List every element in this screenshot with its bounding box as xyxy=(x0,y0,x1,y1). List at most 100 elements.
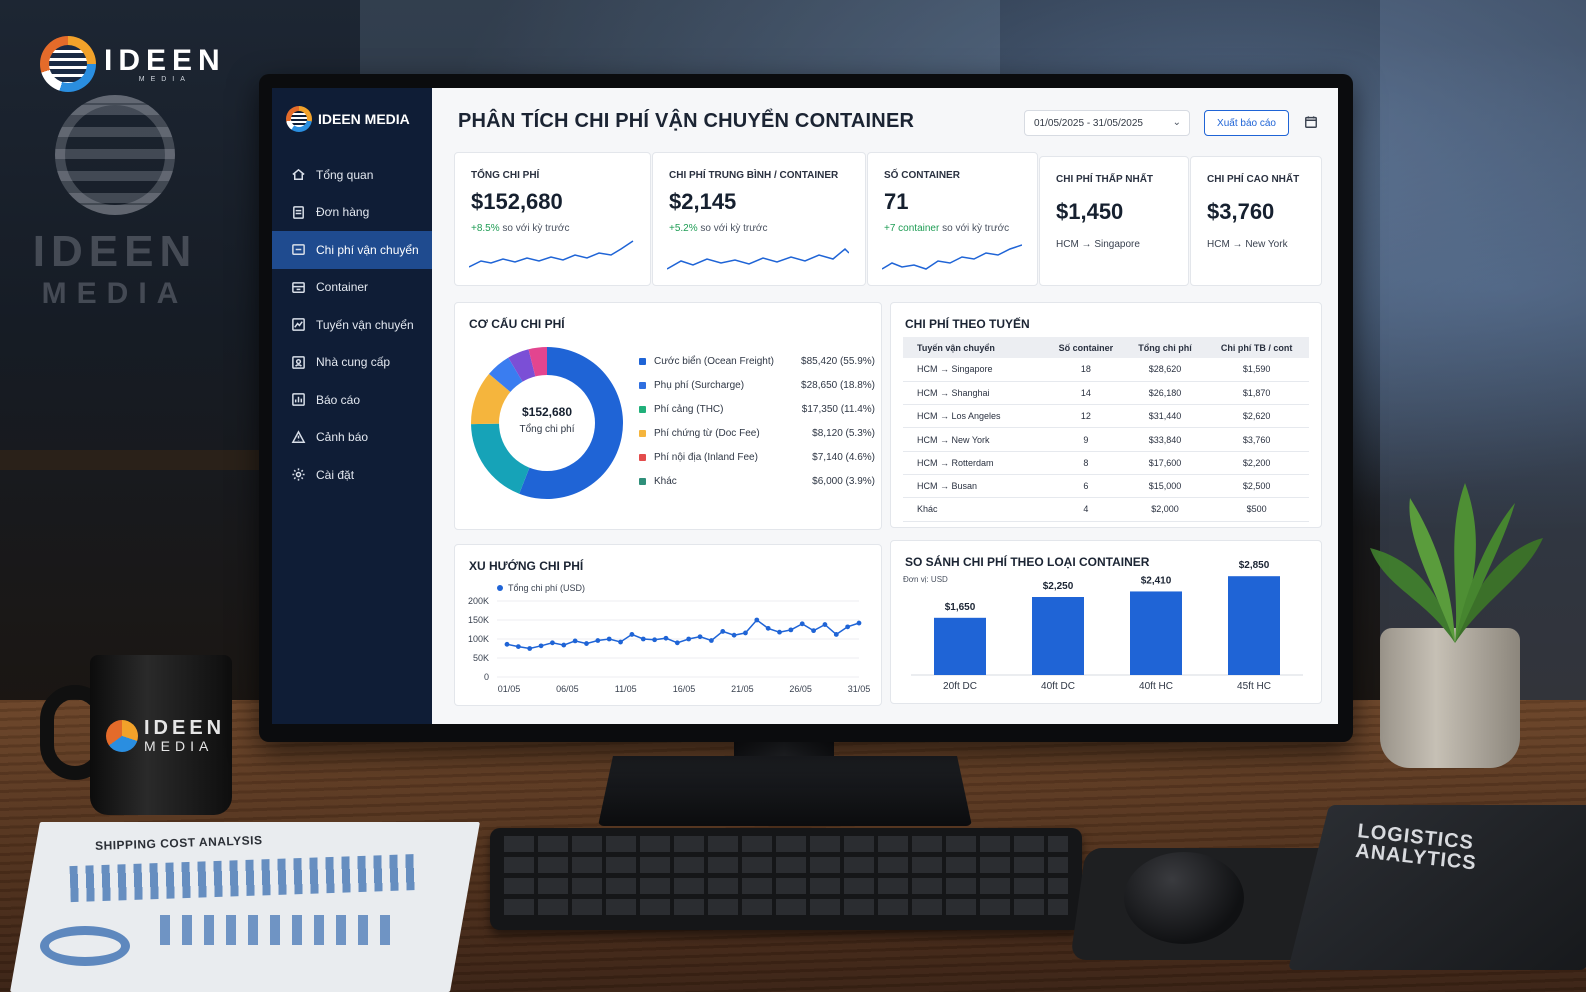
x-tick-label: 16/05 xyxy=(673,684,696,694)
sidebar-nav: Tổng quan Đơn hàng Chi phí vận chuyển Co… xyxy=(272,156,432,494)
column-header[interactable]: Số container xyxy=(1045,337,1126,358)
sidebar-item-orders[interactable]: Đơn hàng xyxy=(272,194,432,232)
legend-name: Phí chứng từ (Doc Fee) xyxy=(654,427,760,439)
table-row[interactable]: HCM → Los Angeles 12 $31,440 $2,620 xyxy=(903,404,1309,429)
keyboard-keys xyxy=(504,836,1068,920)
table-row[interactable]: Khác 4 $2,000 $500 xyxy=(903,497,1309,522)
dashboard-screen: IDEEN MEDIA Tổng quan Đơn hàng Chi phí v… xyxy=(272,88,1338,724)
table-cell: $2,500 xyxy=(1204,474,1309,499)
table-cell: HCM → New York xyxy=(903,427,1046,452)
container-icon xyxy=(290,279,306,295)
calendar-icon[interactable] xyxy=(1304,115,1320,131)
corner-logo-name: IDEEN xyxy=(104,43,226,77)
bar xyxy=(1130,591,1182,675)
data-point xyxy=(584,641,589,646)
sidebar-item-suppliers[interactable]: Nhà cung cấp xyxy=(272,344,432,382)
kpi-delta: +5.2% so với kỳ trước xyxy=(669,223,767,234)
legend-name: Phí nội địa (Inland Fee) xyxy=(654,451,758,463)
sidebar-item-label: Chi phí vận chuyển xyxy=(316,242,419,257)
home-icon xyxy=(290,167,306,183)
kpi-label: CHI PHÍ TRUNG BÌNH / CONTAINER xyxy=(669,170,839,181)
order-icon xyxy=(290,204,306,220)
legend-item: Khác $6,000 (3.9%) xyxy=(639,473,875,489)
category-label: 40ft DC xyxy=(1041,681,1075,692)
kpi-delta-value: +5.2% xyxy=(669,223,698,234)
plant-pot xyxy=(1380,628,1520,768)
chevron-down-icon: ⌄ xyxy=(1172,117,1181,128)
section-title: CHI PHÍ THEO TUYẾN xyxy=(905,317,1030,331)
sidebar-item-reports[interactable]: Báo cáo xyxy=(272,381,432,419)
kpi-route: HCM → New York xyxy=(1207,239,1288,250)
data-point xyxy=(811,628,816,634)
column-header[interactable]: Tuyến vận chuyển xyxy=(903,337,1046,358)
table-cell: HCM → Shanghai xyxy=(903,381,1046,406)
office-shelf xyxy=(0,450,270,470)
kpi-route: HCM → Singapore xyxy=(1056,239,1140,250)
legend-dot xyxy=(497,585,503,591)
data-point xyxy=(731,632,737,638)
kpi-value: $1,450 xyxy=(1056,199,1124,224)
table-row[interactable]: HCM → Busan 6 $15,000 $2,500 xyxy=(903,474,1309,499)
legend-value: $28,650 (18.8%) xyxy=(801,379,875,391)
brand-logo-icon xyxy=(286,106,312,132)
x-tick-label: 31/05 xyxy=(848,684,871,694)
table-header-row: Tuyến vận chuyển Số container Tổng chi p… xyxy=(903,337,1309,358)
data-point xyxy=(674,640,680,646)
kpi-value: $152,680 xyxy=(471,189,563,214)
sidebar-item-routes[interactable]: Tuyến vận chuyển xyxy=(272,306,432,344)
legend-item: Phụ phí (Surcharge) $28,650 (18.8%) xyxy=(639,377,875,393)
table-row[interactable]: HCM → New York 9 $33,840 $3,760 xyxy=(903,427,1309,452)
category-label: 45ft HC xyxy=(1237,681,1271,692)
table-row[interactable]: HCM → Shanghai 14 $26,180 $1,870 xyxy=(903,381,1309,406)
table-cell: $15,000 xyxy=(1125,474,1205,499)
table-cell: $31,440 xyxy=(1125,404,1205,429)
data-point xyxy=(697,634,703,640)
wall-globe-icon xyxy=(55,95,175,215)
corner-logo-sub: MEDIA xyxy=(138,75,191,83)
table-cell: $2,000 xyxy=(1125,497,1205,522)
data-point xyxy=(663,635,669,641)
sidebar-brand[interactable]: IDEEN MEDIA xyxy=(272,102,432,136)
sidebar-item-overview[interactable]: Tổng quan xyxy=(272,156,432,194)
data-point xyxy=(799,621,805,627)
sidebar-item-shipping-cost[interactable]: Chi phí vận chuyển xyxy=(272,231,432,269)
data-point xyxy=(629,632,635,637)
legend-swatch xyxy=(639,453,646,461)
column-header[interactable]: Chi phí TB / cont xyxy=(1204,337,1309,358)
kpi-card-lowest-cost: CHI PHÍ THẤP NHẤT $1,450 HCM → Singapore xyxy=(1039,156,1189,286)
kpi-label: SỐ CONTAINER xyxy=(884,170,960,181)
mug-logo-line2: MEDIA xyxy=(144,738,214,754)
date-range-select[interactable]: 01/05/2025 - 31/05/2025 ⌄ xyxy=(1024,110,1190,136)
table-row[interactable]: HCM → Rotterdam 8 $17,600 $2,200 xyxy=(903,451,1309,475)
legend-value: $7,140 (4.6%) xyxy=(812,451,875,463)
y-tick-label: 150K xyxy=(468,615,489,625)
data-point xyxy=(550,640,555,646)
table-cell: $2,200 xyxy=(1204,451,1309,475)
legend-label: Tổng chi phí (USD) xyxy=(508,583,586,593)
section-title: SO SÁNH CHI PHÍ THEO LOẠI CONTAINER xyxy=(905,555,1150,569)
sidebar-item-container[interactable]: Container xyxy=(272,269,432,307)
legend-name: Phụ phí (Surcharge) xyxy=(654,379,745,391)
data-point xyxy=(572,638,578,644)
y-tick-label: 0 xyxy=(484,672,489,682)
legend-item: Phí cảng (THC) $17,350 (11.4%) xyxy=(639,401,875,417)
export-report-button[interactable]: Xuất báo cáo xyxy=(1204,110,1289,136)
table-cell: $17,600 xyxy=(1125,451,1205,475)
table-cell: 4 xyxy=(1045,497,1126,522)
sidebar-item-alerts[interactable]: Cảnh báo xyxy=(272,419,432,457)
sidebar-item-settings[interactable]: Cài đặt xyxy=(272,456,432,494)
sidebar-item-label: Cài đặt xyxy=(316,467,355,482)
column-header[interactable]: Tổng chi phí xyxy=(1125,337,1205,358)
legend-value: $8,120 (5.3%) xyxy=(812,427,875,439)
x-tick-label: 11/05 xyxy=(615,684,637,694)
kpi-value: 71 xyxy=(884,189,909,214)
table-cell: HCM → Busan xyxy=(903,474,1046,499)
kpi-card-container-count: SỐ CONTAINER 71 +7 container so với kỳ t… xyxy=(867,152,1038,286)
category-label: 40ft HC xyxy=(1139,681,1173,692)
bar xyxy=(1228,576,1280,675)
table-row[interactable]: HCM → Singapore 18 $28,620 $1,590 xyxy=(903,358,1309,382)
data-point xyxy=(743,630,748,636)
legend-swatch xyxy=(639,429,646,437)
sidebar-item-label: Tổng quan xyxy=(316,167,374,182)
cost-trend-line-chart: 200K 150K 100K 50K 0 01/05 06/05 11/05 16/05 21/0… xyxy=(468,596,871,694)
